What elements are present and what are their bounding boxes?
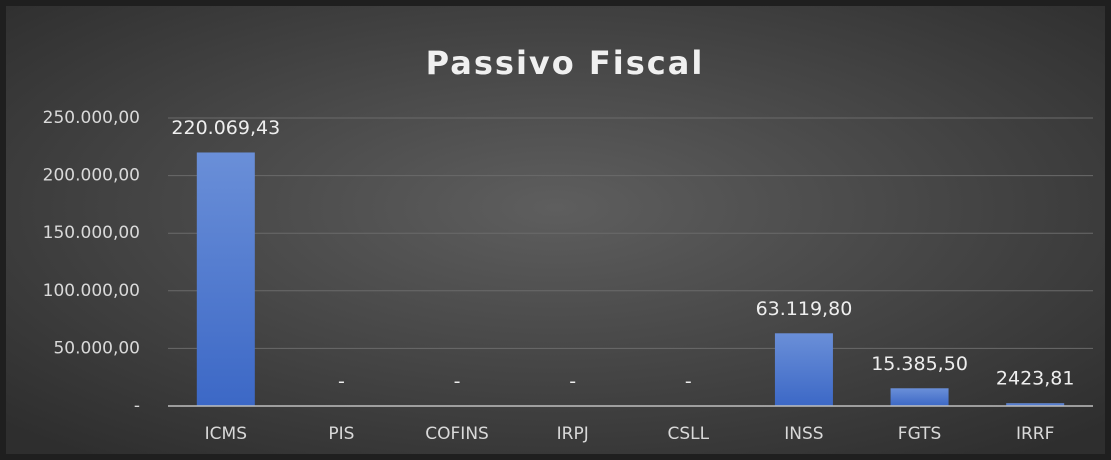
y-tick-label: 100.000,00 (43, 281, 140, 301)
data-label: - (454, 371, 461, 393)
bar (890, 388, 949, 406)
y-tick-label: 200.000,00 (43, 166, 140, 186)
x-tick-label: ICMS (205, 424, 247, 444)
y-tick-label: 50.000,00 (53, 338, 140, 358)
y-tick-label: 150.000,00 (43, 223, 140, 243)
data-label: - (685, 371, 692, 393)
data-label: 2423,81 (996, 368, 1075, 390)
data-label: - (338, 371, 345, 393)
y-tick-label: 250.000,00 (43, 108, 140, 128)
y-tick-label: - (134, 396, 140, 416)
data-label: 63.119,80 (756, 298, 853, 320)
bar (196, 152, 255, 406)
plot-area: - 50.000,00 100.000,00 150.000,00 200.000,00… (43, 108, 1093, 444)
x-tick-label: FGTS (898, 424, 942, 444)
x-tick-label: CSLL (668, 424, 710, 444)
data-label: 15.385,50 (871, 353, 968, 375)
x-tick-label: IRRF (1016, 424, 1054, 444)
bar (1006, 403, 1065, 406)
data-label: 220.069,43 (171, 117, 280, 139)
x-tick-label: IRPJ (557, 424, 589, 444)
chart-title: Passivo Fiscal (426, 44, 705, 82)
chart-background (6, 6, 1105, 454)
bar (774, 333, 833, 406)
x-tick-label: COFINS (425, 424, 489, 444)
x-tick-label: INSS (784, 424, 823, 444)
data-label: - (569, 371, 576, 393)
x-tick-label: PIS (328, 424, 354, 444)
